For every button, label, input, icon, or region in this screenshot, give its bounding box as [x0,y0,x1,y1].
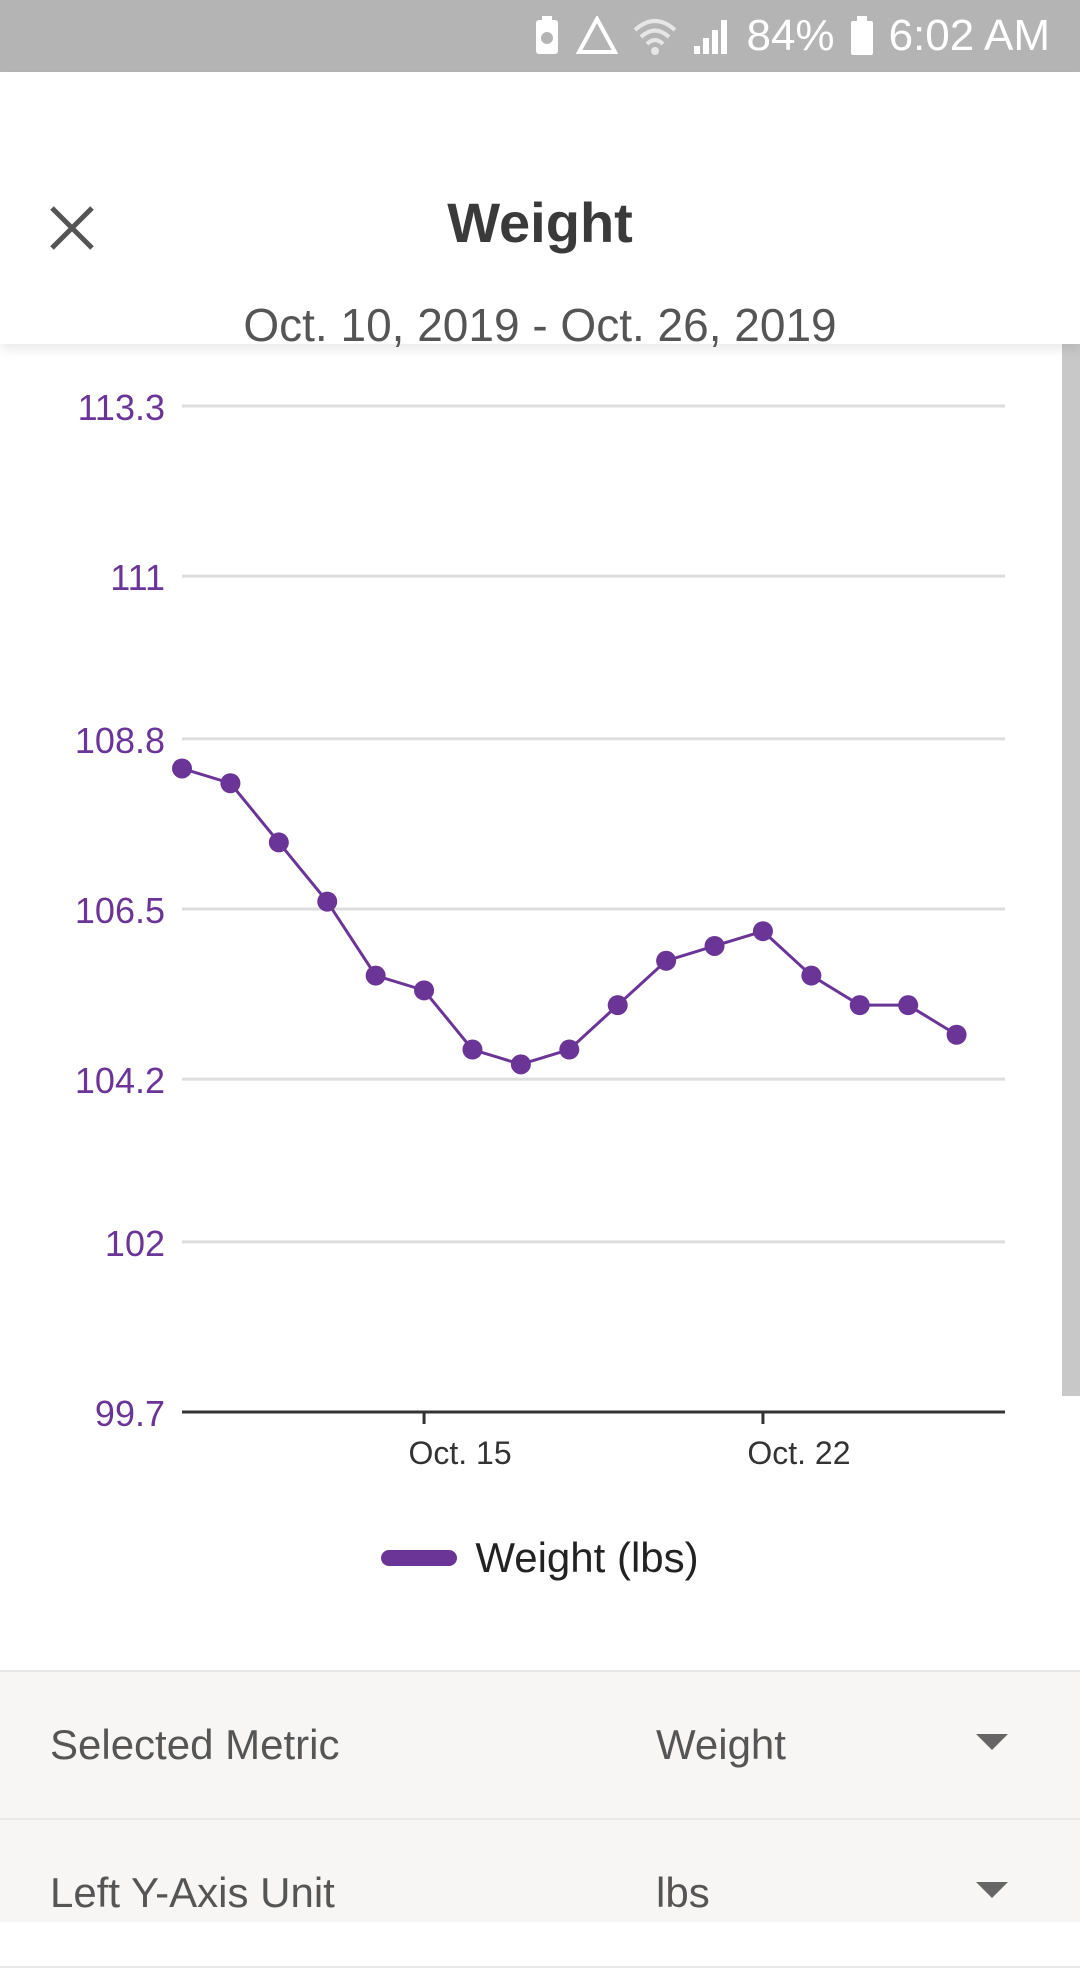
left-y-axis-unit-label: Left Y-Axis Unit [50,1869,335,1916]
y-tick-label: 99.7 [95,1393,165,1434]
status-icons: 84% 6:02 AM [532,0,1050,72]
data-point [365,965,386,986]
data-point [268,832,289,853]
left-y-axis-unit-row[interactable]: Left Y-Axis Unit lbs [0,1820,1080,1968]
legend-swatch [381,1550,458,1566]
data-point [172,758,192,779]
recycle-icon [576,16,619,54]
data-point [801,965,822,986]
chevron-down-icon[interactable] [976,1734,1008,1750]
data-point [414,980,435,1001]
y-tick-label: 113.3 [78,387,165,428]
battery-saver-icon [536,16,559,54]
data-point [752,921,773,942]
status-bar: 84% 6:02 AM [0,0,1080,72]
scrollbar[interactable] [1062,344,1080,1396]
data-point [559,1039,580,1060]
close-button[interactable] [40,196,104,260]
series-line [181,767,958,1066]
data-point [946,1024,967,1045]
x-tick-label: Oct. 22 [747,1435,850,1471]
data-point [317,891,338,912]
data-point [220,773,241,794]
selected-metric-label: Selected Metric [50,1721,340,1768]
data-point [898,995,919,1016]
left-y-axis-unit-value[interactable]: lbs [656,1869,710,1916]
clock: 6:02 AM [888,11,1050,60]
legend-label: Weight (lbs) [475,1534,699,1581]
weight-chart: 113.3 111 108.8 106.5 104.2 102 99.7 Oct. 15 Oct… [75,387,1005,1471]
close-icon [50,206,94,250]
chart-header: Weight Oct. 10, 2019 - Oct. 26, 2019 [0,72,1080,351]
x-tick-label: Oct. 15 [408,1435,511,1471]
chevron-down-icon[interactable] [976,1882,1008,1898]
data-point [849,995,870,1016]
page-title: Weight [447,191,633,254]
y-tick-label: 108.8 [75,720,165,761]
chart-area: 113.3 111 108.8 106.5 104.2 102 99.7 Oct. 15 Oct… [0,344,1080,1670]
data-point [510,1054,531,1075]
date-range: Oct. 10, 2019 - Oct. 26, 2019 [243,299,837,351]
y-tick-label: 106.5 [75,890,165,931]
settings-panel: Selected Metric Weight Left Y-Axis Unit … [0,1670,1080,1968]
battery-percent: 84% [746,11,835,60]
selected-metric-row[interactable]: Selected Metric Weight [0,1672,1080,1820]
selected-metric-value[interactable]: Weight [656,1721,786,1768]
y-tick-label: 111 [110,557,165,598]
y-tick-label: 104.2 [75,1060,165,1101]
data-point [462,1039,483,1060]
data-point [704,935,725,956]
chart-legend: Weight (lbs) [0,1530,1080,1586]
data-point [656,950,677,971]
signal-icon [694,20,728,54]
wifi-icon [634,19,677,55]
y-tick-label: 102 [105,1223,165,1264]
battery-icon [850,16,873,55]
data-point [607,995,628,1016]
